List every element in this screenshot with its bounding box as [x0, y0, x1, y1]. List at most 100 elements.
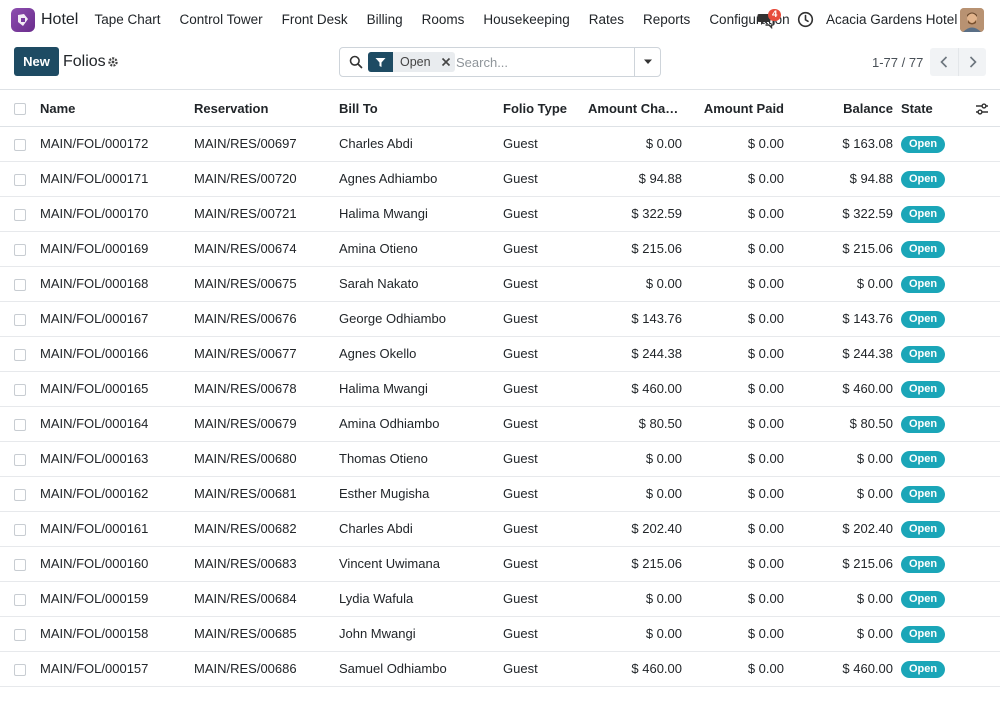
cell-reservation: MAIN/RES/00681 — [194, 486, 297, 501]
table-row[interactable]: MAIN/FOL/000164 MAIN/RES/00679 Amina Odhia… — [0, 406, 1000, 441]
cell-empty — [963, 476, 1000, 511]
table-row[interactable]: MAIN/FOL/000159 MAIN/RES/00684 Lydia Waful… — [0, 581, 1000, 616]
row-checkbox[interactable] — [0, 581, 39, 616]
cell-amount-charged: $ 94.88 — [638, 171, 682, 186]
caret-down-icon[interactable] — [634, 48, 660, 76]
column-folio-type[interactable]: Folio Type — [502, 91, 588, 127]
cell-empty — [963, 336, 1000, 371]
menu-rooms[interactable]: Rooms — [421, 12, 465, 27]
table-row[interactable]: MAIN/FOL/000157 MAIN/RES/00686 Samuel Odhi… — [0, 651, 1000, 686]
gear-icon[interactable] — [107, 56, 119, 68]
table-row[interactable]: MAIN/FOL/000166 MAIN/RES/00677 Agnes Okell… — [0, 336, 1000, 371]
cell-balance: $ 0.00 — [856, 486, 893, 501]
cell-name: MAIN/FOL/000172 — [40, 136, 149, 151]
select-all-checkbox[interactable] — [0, 91, 39, 127]
row-checkbox[interactable] — [0, 161, 39, 196]
column-balance[interactable]: Balance — [792, 91, 893, 127]
cell-amount-paid: $ 0.00 — [747, 556, 784, 571]
menu-rates[interactable]: Rates — [588, 12, 625, 27]
menu-front-desk[interactable]: Front Desk — [281, 12, 348, 27]
cell-amount-charged: $ 80.50 — [638, 416, 682, 431]
table-header: Name Reservation Bill To Folio Type Amou… — [0, 91, 1000, 127]
table-row[interactable]: MAIN/FOL/000168 MAIN/RES/00675 Sarah Nakat… — [0, 266, 1000, 301]
cell-folio-type: Guest — [503, 311, 538, 326]
cell-amount-charged: $ 0.00 — [645, 486, 682, 501]
menu-billing[interactable]: Billing — [366, 12, 403, 27]
close-icon[interactable] — [437, 52, 455, 72]
search-input[interactable] — [456, 53, 632, 71]
row-checkbox[interactable] — [0, 371, 39, 406]
row-checkbox[interactable] — [0, 651, 39, 686]
column-state[interactable]: State — [893, 91, 963, 127]
user-avatar[interactable] — [960, 8, 984, 32]
cell-folio-type: Guest — [503, 171, 538, 186]
row-checkbox[interactable] — [0, 546, 39, 581]
new-button[interactable]: New — [14, 47, 59, 76]
table-row[interactable]: MAIN/FOL/000167 MAIN/RES/00676 George Odhi… — [0, 301, 1000, 336]
chevron-right-icon[interactable] — [958, 48, 986, 76]
column-settings-icon[interactable] — [963, 91, 1000, 127]
cell-amount-charged: $ 215.06 — [631, 241, 682, 256]
table-row[interactable]: MAIN/FOL/000171 MAIN/RES/00720 Agnes Adhia… — [0, 161, 1000, 196]
hotel-app-icon[interactable] — [11, 8, 35, 32]
column-name[interactable]: Name — [39, 91, 193, 127]
cell-folio-type: Guest — [503, 381, 538, 396]
table-row[interactable]: MAIN/FOL/000161 MAIN/RES/00682 Charles Abd… — [0, 511, 1000, 546]
row-checkbox[interactable] — [0, 266, 39, 301]
cell-empty — [963, 581, 1000, 616]
cell-amount-charged: $ 0.00 — [645, 276, 682, 291]
column-amount-charged[interactable]: Amount Charged — [588, 91, 691, 127]
row-checkbox[interactable] — [0, 336, 39, 371]
chevron-left-icon[interactable] — [930, 48, 958, 76]
column-bill-to[interactable]: Bill To — [338, 91, 502, 127]
cell-name: MAIN/FOL/000167 — [40, 311, 149, 326]
row-checkbox[interactable] — [0, 126, 39, 161]
app-name[interactable]: Hotel — [41, 11, 79, 28]
table-row[interactable]: MAIN/FOL/000160 MAIN/RES/00683 Vincent Uwi… — [0, 546, 1000, 581]
status-badge: Open — [901, 625, 946, 643]
cell-name: MAIN/FOL/000164 — [40, 416, 149, 431]
row-checkbox[interactable] — [0, 511, 39, 546]
clock-icon[interactable] — [797, 11, 814, 28]
menu-control-tower[interactable]: Control Tower — [179, 12, 263, 27]
menu-tape-chart[interactable]: Tape Chart — [94, 12, 161, 27]
cell-empty — [963, 161, 1000, 196]
table-row[interactable]: MAIN/FOL/000158 MAIN/RES/00685 John Mwangi… — [0, 616, 1000, 651]
cell-amount-paid: $ 0.00 — [747, 346, 784, 361]
menu-housekeeping[interactable]: Housekeeping — [483, 12, 570, 27]
cell-bill-to: Charles Abdi — [339, 521, 413, 536]
cell-bill-to: Samuel Odhiambo — [339, 661, 447, 676]
cell-folio-type: Guest — [503, 136, 538, 151]
cell-reservation: MAIN/RES/00680 — [194, 451, 297, 466]
menu-reports[interactable]: Reports — [643, 12, 691, 27]
cell-balance: $ 215.06 — [842, 556, 893, 571]
column-amount-paid[interactable]: Amount Paid — [691, 91, 792, 127]
row-checkbox[interactable] — [0, 231, 39, 266]
cell-balance: $ 322.59 — [842, 206, 893, 221]
table-row[interactable]: MAIN/FOL/000162 MAIN/RES/00681 Esther Mugi… — [0, 476, 1000, 511]
table-row[interactable]: MAIN/FOL/000169 MAIN/RES/00674 Amina Otien… — [0, 231, 1000, 266]
table-row[interactable]: MAIN/FOL/000165 MAIN/RES/00678 Halima Mwan… — [0, 371, 1000, 406]
cell-state: Open — [893, 511, 963, 546]
cell-folio-type: Guest — [503, 626, 538, 641]
cell-reservation: MAIN/RES/00679 — [194, 416, 297, 431]
cell-reservation: MAIN/RES/00683 — [194, 556, 297, 571]
row-checkbox[interactable] — [0, 476, 39, 511]
table-row[interactable]: MAIN/FOL/000170 MAIN/RES/00721 Halima Mwan… — [0, 196, 1000, 231]
menu-configuration[interactable]: Configuration — [709, 12, 790, 27]
column-reservation[interactable]: Reservation — [193, 91, 338, 127]
search-facet: Open — [368, 52, 455, 72]
row-checkbox[interactable] — [0, 441, 39, 476]
cell-state: Open — [893, 161, 963, 196]
cell-balance: $ 215.06 — [842, 241, 893, 256]
cell-bill-to: Charles Abdi — [339, 136, 413, 151]
table-row[interactable]: MAIN/FOL/000172 MAIN/RES/00697 Charles Abd… — [0, 126, 1000, 161]
row-checkbox[interactable] — [0, 301, 39, 336]
row-checkbox[interactable] — [0, 196, 39, 231]
search-icon[interactable] — [349, 55, 363, 69]
row-checkbox[interactable] — [0, 616, 39, 651]
table-row[interactable]: MAIN/FOL/000163 MAIN/RES/00680 Thomas Otie… — [0, 441, 1000, 476]
company-switcher[interactable]: Acacia Gardens Hotel — [826, 12, 958, 27]
row-checkbox[interactable] — [0, 406, 39, 441]
pager-value[interactable]: 1-77 / 77 — [872, 55, 924, 70]
